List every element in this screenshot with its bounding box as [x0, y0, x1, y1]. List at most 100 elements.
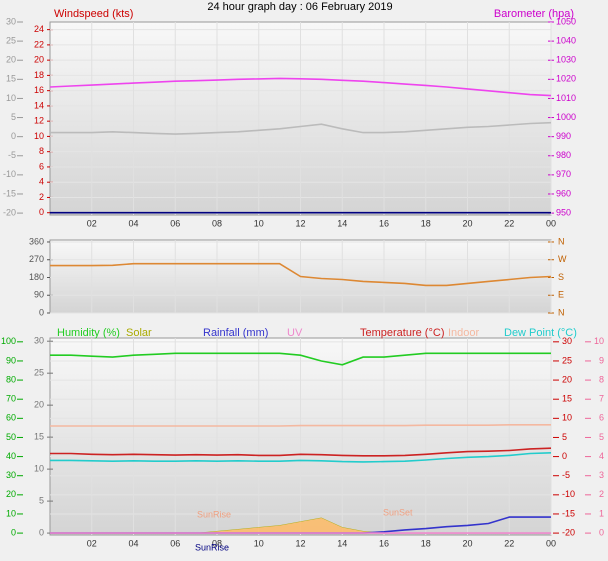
- y-tick-label: 70: [6, 394, 16, 404]
- y2-tick-label: N: [558, 307, 565, 317]
- y-tick-label: 18: [34, 70, 44, 80]
- y3-tick-label: 15: [34, 432, 44, 442]
- x-tick-label: 22: [504, 538, 514, 548]
- y3-tick-label: 5: [11, 112, 16, 122]
- x-tick-label: 18: [421, 218, 431, 228]
- y3-tick-label: 25: [34, 368, 44, 378]
- line: [50, 121, 552, 135]
- y3-tick-label: -5: [8, 150, 16, 160]
- x-tick-label: 16: [379, 538, 389, 548]
- y-tick-label: 2: [39, 192, 44, 202]
- y2-tick-label: 950: [556, 207, 571, 217]
- y2-tick-label: E: [558, 290, 564, 300]
- y3-tick-label: 10: [6, 93, 16, 103]
- y3-tick-label: -10: [3, 169, 16, 179]
- x-tick-label: 10: [254, 538, 264, 548]
- x-tick-label: 06: [170, 538, 180, 548]
- y-tick-label: 90: [34, 290, 44, 300]
- y2-tick-label: -10: [562, 489, 575, 499]
- y3-tick-label: 0: [11, 131, 16, 141]
- y3-tick-label: -20: [3, 207, 16, 217]
- y-tick-label: 10: [6, 508, 16, 518]
- y2-tick-label: N: [558, 236, 565, 246]
- y-tick-label: 90: [6, 355, 16, 365]
- x-tick-label: 18: [421, 538, 431, 548]
- legend-entry: UV: [287, 327, 303, 339]
- y3-tick-label: -15: [3, 188, 16, 198]
- y2-tick-label: -5: [562, 470, 570, 480]
- y2-tick-label: 10: [562, 413, 572, 423]
- y-tick-label: 22: [34, 39, 44, 49]
- y4-tick-label: 6: [599, 413, 604, 423]
- y2-tick-label: 990: [556, 131, 571, 141]
- x-tick-label: 04: [128, 538, 138, 548]
- y-tick-label: 30: [6, 470, 16, 480]
- x-tick-label: 00: [546, 218, 556, 228]
- x-tick-label: 10: [254, 218, 264, 228]
- x-tick-label: 12: [295, 538, 305, 548]
- x-marker-label: SunRise: [195, 542, 229, 552]
- y-tick-label: 20: [6, 489, 16, 499]
- y-tick-label: 10: [34, 131, 44, 141]
- y2-tick-label: S: [558, 272, 564, 282]
- y-tick-label: 14: [34, 100, 44, 110]
- y2-tick-label: 1030: [556, 55, 576, 65]
- line: [49, 77, 552, 97]
- line: [50, 352, 551, 366]
- x-tick-label: 20: [462, 218, 472, 228]
- y-tick-label: 80: [6, 374, 16, 384]
- y4-tick-label: 8: [599, 374, 604, 384]
- legend-entry: Dew Point (°C): [504, 327, 577, 339]
- y2-tick-label: 1010: [556, 93, 576, 103]
- line: [50, 424, 551, 427]
- y2-tick-label: 5: [562, 432, 567, 442]
- y2-tick-label: 25: [562, 355, 572, 365]
- x-tick-label: 00: [546, 538, 556, 548]
- y2-tick-label: 0: [562, 451, 567, 461]
- x-tick-label: 22: [504, 218, 514, 228]
- y-tick-label: 12: [34, 116, 44, 126]
- y2-tick-label: -20: [562, 527, 575, 537]
- line: [50, 262, 552, 287]
- y-axis-label: Windspeed (kts): [54, 8, 133, 20]
- x-tick-label: 06: [170, 218, 180, 228]
- legend-entry: Rainfall (mm): [203, 327, 268, 339]
- annotation: SunSet: [383, 507, 413, 517]
- y2-tick-label: 1040: [556, 35, 576, 45]
- x-tick-label: 16: [379, 218, 389, 228]
- x-tick-label: 20: [462, 538, 472, 548]
- y2-tick-label: 30: [562, 336, 572, 346]
- y2-tick-label: 15: [562, 394, 572, 404]
- y-tick-label: 40: [6, 451, 16, 461]
- y4-tick-label: 1: [599, 508, 604, 518]
- y3-tick-label: 0: [39, 527, 44, 537]
- x-tick-label: 02: [87, 538, 97, 548]
- y3-tick-label: 5: [39, 495, 44, 505]
- legend-entry: Indoor: [448, 327, 480, 339]
- x-tick-label: 12: [295, 218, 305, 228]
- y-tick-label: 50: [6, 432, 16, 442]
- y3-tick-label: 25: [6, 35, 16, 45]
- y-tick-label: 24: [34, 24, 44, 34]
- x-tick-label: 14: [337, 218, 347, 228]
- y-tick-label: 8: [39, 146, 44, 156]
- y-tick-label: 270: [29, 254, 44, 264]
- y2-tick-label: 1050: [556, 16, 576, 26]
- annotation: SunRise: [197, 509, 231, 519]
- y4-tick-label: 9: [599, 355, 604, 365]
- y-tick-label: 360: [29, 236, 44, 246]
- line: [50, 452, 552, 463]
- y2-tick-label: 1000: [556, 112, 576, 122]
- y-tick-label: 180: [29, 272, 44, 282]
- y-tick-label: 0: [11, 527, 16, 537]
- y3-tick-label: 20: [6, 55, 16, 65]
- chart-title: 24 hour graph day : 06 February 2019: [207, 1, 392, 13]
- y3-tick-label: 30: [6, 16, 16, 26]
- y4-tick-label: 3: [599, 470, 604, 480]
- y-tick-label: 0: [39, 207, 44, 217]
- y3-tick-label: 20: [34, 400, 44, 410]
- y4-tick-label: 5: [599, 432, 604, 442]
- y-tick-label: 60: [6, 413, 16, 423]
- legend-entry: Temperature (°C): [360, 327, 444, 339]
